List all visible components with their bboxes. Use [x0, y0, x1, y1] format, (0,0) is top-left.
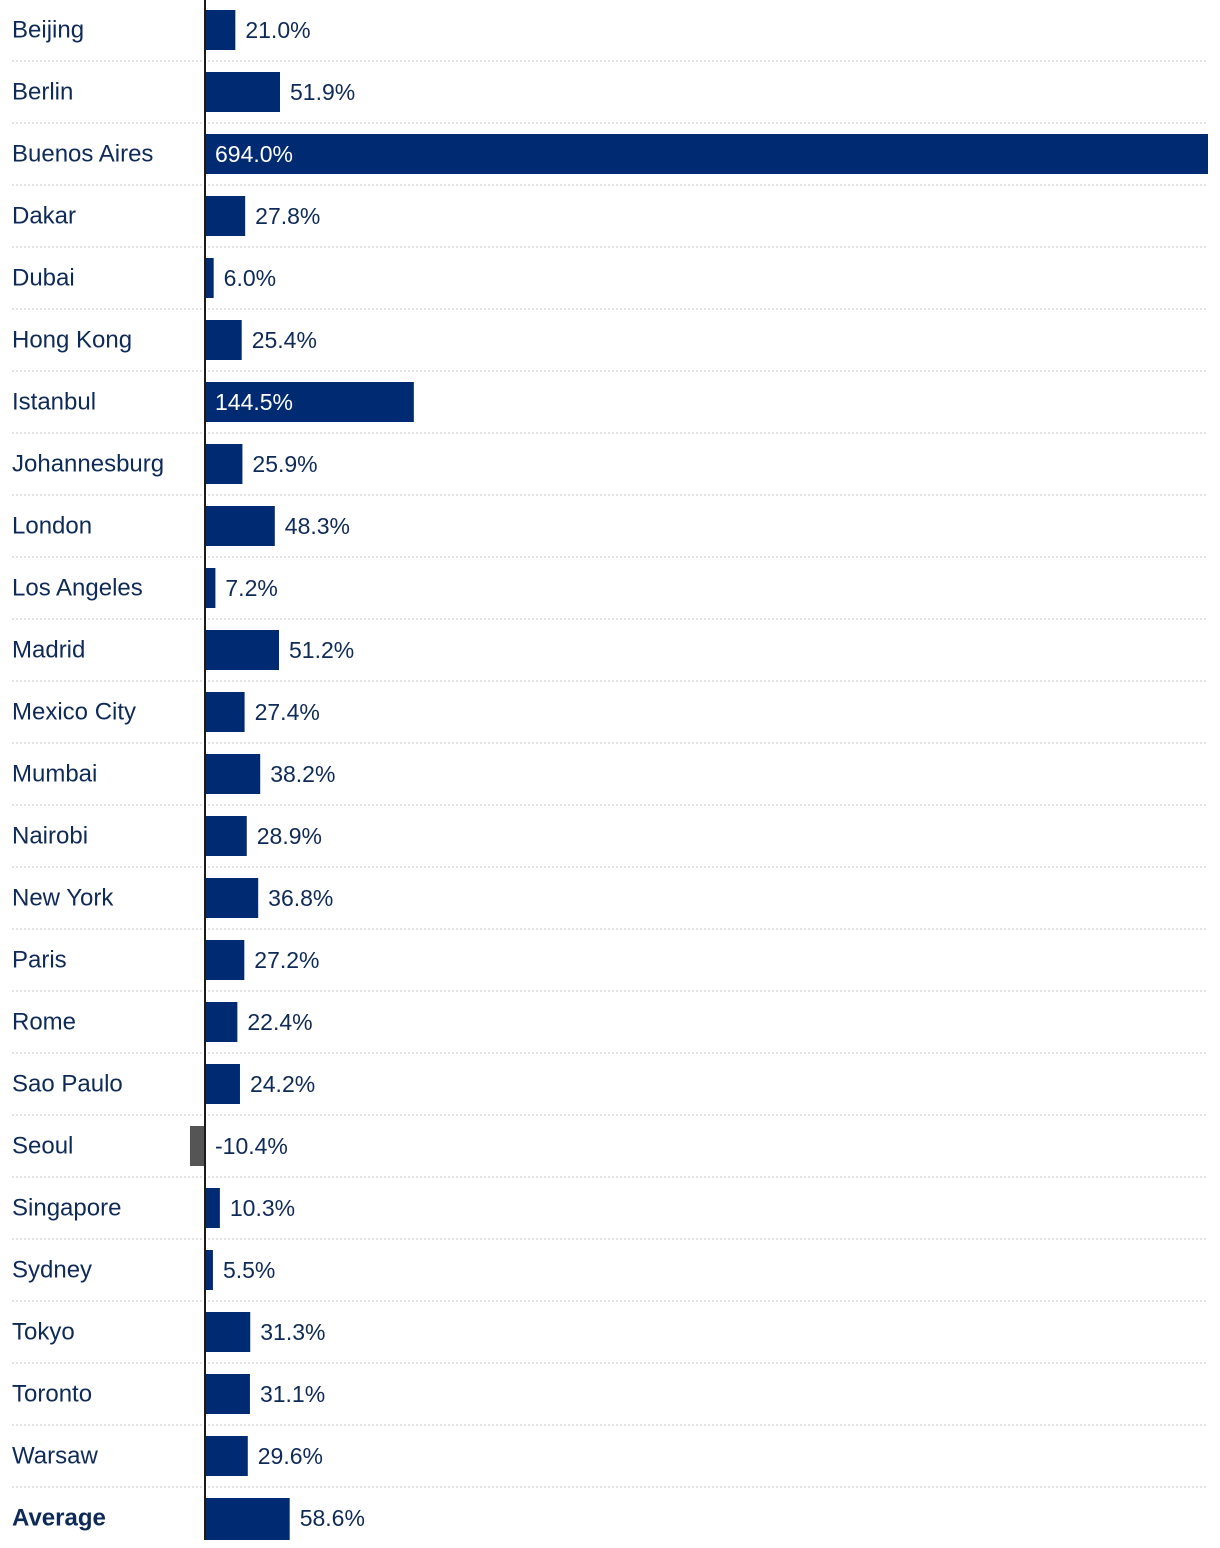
bar [205, 1250, 213, 1290]
category-label: Hong Kong [12, 327, 132, 354]
category-label: Warsaw [12, 1443, 98, 1470]
bar [205, 878, 259, 918]
category-label: Beijing [12, 17, 84, 44]
category-label: Toronto [12, 1381, 92, 1408]
category-label: Dakar [12, 203, 76, 230]
value-label: 31.3% [260, 1319, 325, 1345]
category-label: Mexico City [12, 699, 136, 726]
bar [205, 1312, 251, 1352]
value-label: -10.4% [215, 1133, 288, 1159]
bar [205, 1002, 238, 1042]
category-label: Madrid [12, 637, 85, 664]
bar [205, 1498, 290, 1540]
value-label: 27.4% [255, 699, 320, 725]
bar [205, 630, 279, 670]
category-label: Sydney [12, 1257, 92, 1284]
category-label: Nairobi [12, 823, 88, 850]
value-label: 144.5% [215, 389, 293, 415]
chart-rows: Beijing 21.0% Berlin 51.9% Buenos Aires 694.0… [12, 10, 1208, 1540]
value-label: 25.9% [252, 451, 317, 477]
bar [205, 692, 245, 732]
bar [205, 1188, 220, 1228]
category-label: London [12, 513, 92, 540]
category-label: Istanbul [12, 389, 96, 416]
value-label: 7.2% [225, 575, 277, 601]
bar [205, 382, 414, 422]
value-label: 31.1% [260, 1381, 325, 1407]
category-label: Singapore [12, 1195, 121, 1222]
category-label: Average [12, 1505, 106, 1532]
bar [205, 816, 247, 856]
bar [205, 134, 1208, 174]
bar [205, 940, 245, 980]
value-label: 10.3% [230, 1195, 295, 1221]
value-label: 51.9% [290, 79, 355, 105]
bar [205, 196, 246, 236]
category-label: Berlin [12, 79, 73, 106]
value-label: 5.5% [223, 1257, 275, 1283]
value-label: 51.2% [289, 637, 354, 663]
category-label: Sao Paulo [12, 1071, 123, 1098]
value-label: 58.6% [300, 1505, 365, 1531]
category-label: Rome [12, 1009, 76, 1036]
bar [205, 444, 243, 484]
bar [205, 568, 216, 608]
category-label: Paris [12, 947, 67, 974]
category-label: Buenos Aires [12, 141, 153, 168]
category-label: Los Angeles [12, 575, 143, 602]
value-label: 29.6% [258, 1443, 323, 1469]
bar [205, 754, 261, 794]
value-label: 27.2% [254, 947, 319, 973]
bar [205, 258, 214, 298]
bar [205, 72, 281, 112]
value-label: 36.8% [268, 885, 333, 911]
bar [205, 10, 236, 50]
value-label: 21.0% [245, 17, 310, 43]
value-label: 28.9% [257, 823, 322, 849]
category-label: Johannesburg [12, 451, 164, 478]
bar [205, 506, 275, 546]
value-label: 25.4% [252, 327, 317, 353]
bar [205, 1064, 240, 1104]
value-label: 48.3% [285, 513, 350, 539]
bar [205, 1374, 250, 1414]
bar [205, 1436, 248, 1476]
category-label: Seoul [12, 1133, 73, 1160]
value-label: 694.0% [215, 141, 293, 167]
category-label: Mumbai [12, 761, 97, 788]
value-label: 24.2% [250, 1071, 315, 1097]
value-label: 27.8% [255, 203, 320, 229]
value-label: 6.0% [224, 265, 276, 291]
category-label: Dubai [12, 265, 75, 292]
bar [189, 1126, 205, 1166]
category-label: New York [12, 885, 114, 912]
value-label: 22.4% [247, 1009, 312, 1035]
value-label: 38.2% [270, 761, 335, 787]
category-label: Tokyo [12, 1319, 75, 1346]
bar [205, 320, 242, 360]
